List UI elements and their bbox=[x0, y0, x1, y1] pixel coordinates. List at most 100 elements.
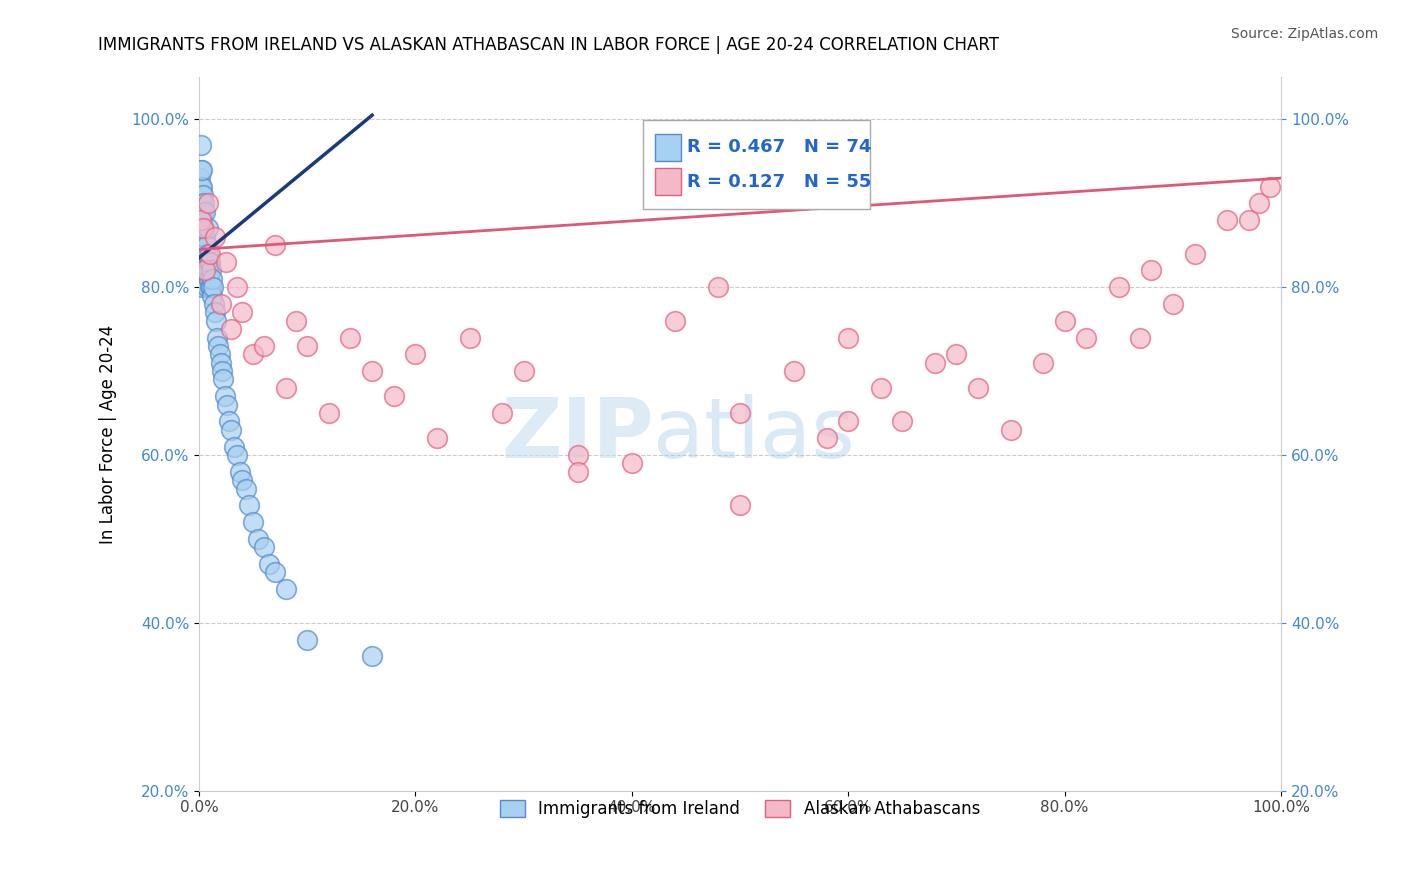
Point bbox=[197, 246, 219, 260]
Point bbox=[211, 364, 233, 378]
Point bbox=[191, 213, 214, 227]
Point bbox=[837, 330, 859, 344]
Point bbox=[837, 414, 859, 428]
Point bbox=[728, 406, 751, 420]
Point bbox=[1076, 330, 1098, 344]
Point bbox=[193, 204, 215, 219]
Point bbox=[188, 171, 211, 186]
Point bbox=[193, 188, 215, 202]
Point bbox=[222, 440, 245, 454]
Point bbox=[1140, 263, 1163, 277]
Point bbox=[231, 305, 253, 319]
Point bbox=[191, 196, 214, 211]
Point bbox=[197, 263, 219, 277]
Point bbox=[193, 263, 215, 277]
Point bbox=[204, 230, 226, 244]
Point bbox=[382, 389, 405, 403]
Point bbox=[225, 280, 247, 294]
Point bbox=[229, 465, 252, 479]
Point bbox=[207, 339, 229, 353]
Text: R = 0.127   N = 55: R = 0.127 N = 55 bbox=[688, 172, 872, 191]
Point bbox=[193, 221, 215, 235]
Point bbox=[491, 406, 513, 420]
Point bbox=[295, 632, 318, 647]
Point bbox=[664, 314, 686, 328]
Point bbox=[190, 230, 212, 244]
Point bbox=[204, 305, 226, 319]
Point bbox=[202, 297, 225, 311]
Point bbox=[242, 347, 264, 361]
Point bbox=[728, 499, 751, 513]
Point bbox=[361, 649, 384, 664]
Point bbox=[193, 238, 215, 252]
Point bbox=[285, 314, 308, 328]
Point bbox=[263, 238, 285, 252]
Point bbox=[361, 364, 384, 378]
Point bbox=[1032, 356, 1054, 370]
Point bbox=[253, 541, 276, 555]
Point bbox=[404, 347, 426, 361]
Point bbox=[1249, 196, 1271, 211]
Point bbox=[195, 255, 218, 269]
Point bbox=[945, 347, 967, 361]
Point bbox=[567, 465, 589, 479]
Point bbox=[1161, 297, 1184, 311]
Point bbox=[924, 356, 946, 370]
Point bbox=[194, 263, 217, 277]
Point bbox=[512, 364, 534, 378]
Point bbox=[1129, 330, 1152, 344]
Point bbox=[191, 255, 214, 269]
FancyBboxPatch shape bbox=[643, 120, 870, 210]
Point bbox=[190, 179, 212, 194]
Point bbox=[426, 431, 449, 445]
Point bbox=[191, 280, 214, 294]
Point bbox=[197, 221, 219, 235]
Point bbox=[238, 499, 260, 513]
Point bbox=[231, 473, 253, 487]
Point bbox=[247, 532, 270, 546]
Text: R = 0.467   N = 74: R = 0.467 N = 74 bbox=[688, 138, 872, 156]
Text: ZIP: ZIP bbox=[501, 393, 654, 475]
Point bbox=[193, 196, 215, 211]
Point bbox=[208, 347, 231, 361]
Point bbox=[188, 213, 211, 227]
Point bbox=[201, 288, 224, 302]
Point bbox=[1216, 213, 1239, 227]
Point bbox=[190, 188, 212, 202]
Point bbox=[218, 414, 240, 428]
FancyBboxPatch shape bbox=[655, 168, 681, 195]
Point bbox=[190, 162, 212, 177]
Point bbox=[225, 448, 247, 462]
Point bbox=[217, 398, 239, 412]
Point bbox=[221, 423, 243, 437]
Point bbox=[209, 356, 232, 370]
Text: atlas: atlas bbox=[654, 393, 855, 475]
Point bbox=[191, 230, 214, 244]
Point bbox=[193, 238, 215, 252]
Point bbox=[198, 246, 221, 260]
Point bbox=[201, 272, 224, 286]
Point bbox=[211, 372, 233, 386]
Point bbox=[1258, 179, 1281, 194]
Point bbox=[209, 297, 232, 311]
Y-axis label: In Labor Force | Age 20-24: In Labor Force | Age 20-24 bbox=[100, 325, 117, 543]
Point bbox=[869, 381, 891, 395]
Point bbox=[242, 515, 264, 529]
Point bbox=[318, 406, 340, 420]
Point bbox=[198, 255, 221, 269]
Point bbox=[194, 204, 217, 219]
Point bbox=[197, 272, 219, 286]
Point bbox=[567, 448, 589, 462]
Point bbox=[200, 263, 222, 277]
Point bbox=[214, 389, 236, 403]
Point bbox=[339, 330, 361, 344]
Point bbox=[458, 330, 481, 344]
Point bbox=[197, 255, 219, 269]
Point bbox=[1108, 280, 1130, 294]
Point bbox=[200, 280, 222, 294]
Point bbox=[1237, 213, 1260, 227]
Point bbox=[195, 280, 218, 294]
Text: Source: ZipAtlas.com: Source: ZipAtlas.com bbox=[1230, 27, 1378, 41]
Point bbox=[197, 196, 219, 211]
Point bbox=[188, 196, 211, 211]
